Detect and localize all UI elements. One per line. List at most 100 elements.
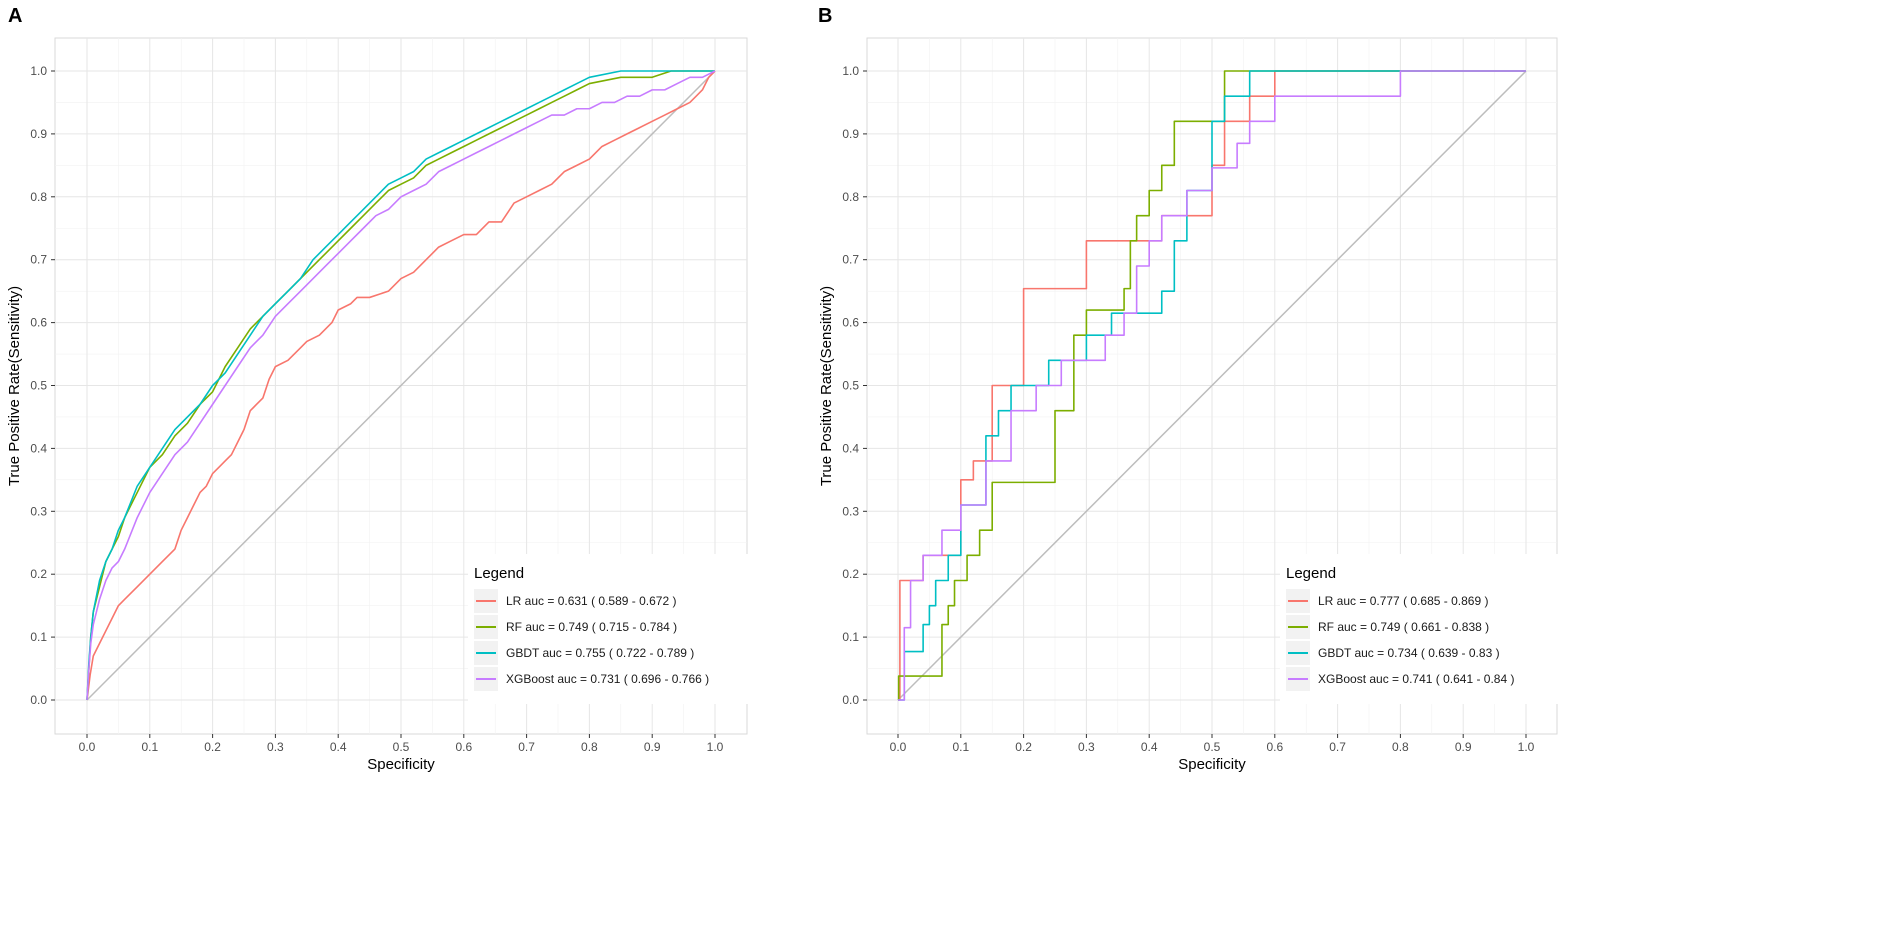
legend-auc-value: 0.631 — [558, 594, 588, 608]
legend-auc-value: 0.749 — [1370, 620, 1400, 634]
legend-ci-close: ) — [687, 646, 694, 660]
legend-ci-close: ) — [1482, 620, 1489, 634]
legend-auc-value: 0.755 — [575, 646, 605, 660]
roc-curve-rf — [897, 70, 1526, 701]
legend-auc-prefix: auc = — [539, 646, 575, 660]
legend-ci-open: ( — [1418, 646, 1429, 660]
legend-ci-open: ( — [620, 672, 631, 686]
y-axis-title: True Positive Rate(Sensitivity) — [6, 286, 23, 486]
roc-curve-xgboost — [898, 70, 1526, 701]
panel-label: B — [818, 5, 832, 27]
y-tick-label: 0.3 — [30, 504, 47, 518]
legend-background — [1280, 554, 1560, 704]
x-tick-label: 0.2 — [1015, 740, 1032, 754]
x-tick-label: 0.1 — [952, 740, 969, 754]
y-axis-title: True Positive Rate(Sensitivity) — [818, 286, 835, 486]
x-tick-label: 0.0 — [79, 740, 96, 754]
legend-auc-prefix: auc = — [1333, 594, 1369, 608]
y-tick-label: 0.9 — [30, 127, 47, 141]
legend-entry-label: GBDT auc = 0.734 ( 0.639 - 0.83 ) — [1318, 646, 1500, 660]
legend-series-name: LR — [1318, 594, 1334, 608]
y-tick-label: 0.5 — [30, 379, 47, 393]
y-tick-label: 0.2 — [30, 567, 47, 581]
legend-auc-value: 0.731 — [590, 672, 620, 686]
y-tick-label: 0.8 — [842, 190, 859, 204]
x-tick-label: 1.0 — [707, 740, 724, 754]
y-tick-label: 0.0 — [30, 693, 47, 707]
y-tick-label: 0.6 — [30, 316, 47, 330]
chart-panel-a: A 0.0 0.1 0.2 0.3 0.4 0.5 0.6 0.7 0.8 0.9 1.0 0.0 0.1… — [6, 5, 758, 773]
x-tick-label: 0.9 — [1455, 740, 1472, 754]
x-tick-label: 1.0 — [1518, 740, 1535, 754]
y-tick-label: 0.8 — [30, 190, 47, 204]
y-tick-label: 1.0 — [842, 64, 859, 78]
legend-ci-value: 0.639 - 0.83 — [1428, 646, 1492, 660]
y-tick-label: 0.7 — [842, 253, 859, 267]
roc-curve-gbdt — [86, 70, 715, 701]
legend-ci-close: ) — [1492, 646, 1499, 660]
x-tick-label: 0.1 — [141, 740, 158, 754]
legend-auc-value: 0.741 — [1402, 672, 1432, 686]
y-tick-label: 0.4 — [842, 441, 859, 455]
legend-entry-label: RF auc = 0.749 ( 0.715 - 0.784 ) — [506, 620, 677, 634]
y-tick-label: 0.0 — [842, 693, 859, 707]
legend-ci-close: ) — [1507, 672, 1514, 686]
x-tick-label: 0.2 — [204, 740, 221, 754]
legend-auc-value: 0.749 — [558, 620, 588, 634]
legend-auc-value: 0.734 — [1387, 646, 1417, 660]
legend-ci-open: ( — [588, 620, 599, 634]
x-tick-label: 0.4 — [330, 740, 347, 754]
legend-auc-prefix: auc = — [522, 620, 558, 634]
legend-auc-prefix: auc = — [521, 594, 557, 608]
legend-auc-prefix: auc = — [1351, 646, 1387, 660]
x-tick-label: 0.5 — [1204, 740, 1221, 754]
legend-auc-prefix: auc = — [1334, 620, 1370, 634]
legend-series-name: RF — [1318, 620, 1334, 634]
x-tick-label: 0.7 — [1329, 740, 1346, 754]
legend: Legend LR auc = 0.777 ( 0.685 - 0.869 ) RF… — [1280, 554, 1560, 704]
legend-auc-prefix: auc = — [1366, 672, 1402, 686]
legend-ci-open: ( — [1400, 594, 1411, 608]
panel-label: A — [8, 5, 22, 27]
y-tick-label: 1.0 — [30, 64, 47, 78]
legend-title: Legend — [1286, 565, 1336, 582]
legend-ci-value: 0.715 - 0.784 — [599, 620, 670, 634]
legend-ci-open: ( — [606, 646, 617, 660]
x-tick-label: 0.4 — [1141, 740, 1158, 754]
legend-series-name: XGBoost — [1318, 672, 1367, 686]
roc-curve-lr — [86, 70, 716, 701]
x-tick-label: 0.3 — [267, 740, 284, 754]
legend-ci-close: ) — [669, 594, 676, 608]
legend-title: Legend — [474, 565, 524, 582]
legend-auc-prefix: auc = — [554, 672, 590, 686]
x-tick-label: 0.5 — [393, 740, 410, 754]
legend-ci-open: ( — [1400, 620, 1411, 634]
y-tick-label: 0.4 — [30, 441, 47, 455]
x-tick-label: 0.6 — [455, 740, 472, 754]
legend-entry-label: XGBoost auc = 0.741 ( 0.641 - 0.84 ) — [1318, 672, 1515, 686]
legend-entry-label: LR auc = 0.777 ( 0.685 - 0.869 ) — [1318, 594, 1488, 608]
legend-series-name: RF — [506, 620, 522, 634]
roc-curve-rf — [86, 70, 715, 701]
legend-ci-close: ) — [702, 672, 709, 686]
legend-ci-value: 0.696 - 0.766 — [631, 672, 702, 686]
legend-series-name: XGBoost — [506, 672, 555, 686]
x-tick-label: 0.7 — [518, 740, 535, 754]
legend-ci-open: ( — [588, 594, 599, 608]
y-tick-label: 0.7 — [30, 253, 47, 267]
y-tick-label: 0.6 — [842, 316, 859, 330]
y-tick-label: 0.9 — [842, 127, 859, 141]
y-tick-label: 0.2 — [842, 567, 859, 581]
axis-ticks: 0.0 0.1 0.2 0.3 0.4 0.5 0.6 0.7 0.8 0.9 1.0 0.0 0.1 0… — [30, 64, 723, 754]
x-tick-label: 0.3 — [1078, 740, 1095, 754]
legend-ci-value: 0.641 - 0.84 — [1443, 672, 1507, 686]
legend-ci-value: 0.589 - 0.672 — [598, 594, 669, 608]
y-tick-label: 0.1 — [842, 630, 859, 644]
legend-entry-label: GBDT auc = 0.755 ( 0.722 - 0.789 ) — [506, 646, 694, 660]
legend-series-name: GBDT — [506, 646, 540, 660]
legend-ci-value: 0.722 - 0.789 — [616, 646, 687, 660]
x-tick-label: 0.8 — [1392, 740, 1409, 754]
legend-entry-label: XGBoost auc = 0.731 ( 0.696 - 0.766 ) — [506, 672, 709, 686]
